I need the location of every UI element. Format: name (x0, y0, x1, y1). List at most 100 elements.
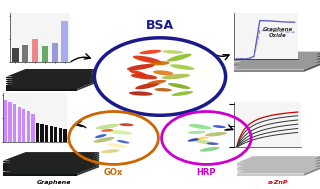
Polygon shape (304, 57, 320, 66)
Polygon shape (6, 71, 96, 79)
Ellipse shape (172, 91, 193, 96)
Polygon shape (234, 52, 320, 59)
Polygon shape (237, 164, 320, 171)
Ellipse shape (207, 142, 219, 145)
Polygon shape (234, 67, 304, 69)
Ellipse shape (101, 149, 120, 153)
Polygon shape (6, 73, 96, 81)
Polygon shape (3, 174, 77, 176)
Text: Graphene: Graphene (37, 180, 72, 185)
Ellipse shape (168, 83, 190, 89)
Polygon shape (6, 83, 77, 84)
Polygon shape (304, 164, 320, 173)
Ellipse shape (117, 140, 130, 143)
Polygon shape (3, 156, 99, 165)
Polygon shape (3, 165, 77, 167)
Polygon shape (77, 81, 96, 91)
Polygon shape (3, 170, 77, 171)
Polygon shape (3, 152, 99, 161)
Polygon shape (77, 69, 96, 78)
Polygon shape (77, 159, 99, 169)
Polygon shape (234, 59, 304, 61)
Polygon shape (3, 161, 99, 170)
Polygon shape (77, 73, 96, 82)
Polygon shape (6, 77, 77, 78)
Polygon shape (77, 79, 96, 89)
Ellipse shape (205, 132, 227, 136)
Polygon shape (77, 71, 96, 80)
Polygon shape (237, 162, 320, 168)
Polygon shape (6, 81, 77, 82)
Ellipse shape (96, 124, 119, 129)
Polygon shape (77, 152, 99, 162)
Polygon shape (6, 69, 96, 77)
Polygon shape (3, 163, 77, 165)
Polygon shape (237, 165, 304, 168)
Ellipse shape (119, 123, 133, 126)
Polygon shape (6, 89, 77, 91)
Ellipse shape (93, 137, 115, 143)
Polygon shape (304, 52, 320, 61)
Polygon shape (237, 168, 304, 170)
Polygon shape (6, 79, 77, 80)
Ellipse shape (167, 54, 192, 62)
Polygon shape (77, 165, 99, 176)
Polygon shape (237, 171, 304, 173)
Text: GOx: GOx (104, 168, 123, 177)
Ellipse shape (212, 125, 226, 128)
Polygon shape (6, 77, 96, 85)
Polygon shape (234, 64, 304, 66)
Polygon shape (3, 167, 77, 169)
Ellipse shape (162, 74, 190, 79)
Polygon shape (3, 163, 99, 172)
Ellipse shape (188, 124, 212, 129)
Ellipse shape (129, 91, 153, 96)
Ellipse shape (200, 147, 220, 152)
Ellipse shape (127, 64, 155, 70)
Polygon shape (6, 79, 96, 87)
Ellipse shape (95, 134, 107, 138)
Ellipse shape (108, 130, 132, 135)
Polygon shape (3, 159, 99, 167)
Polygon shape (77, 75, 96, 84)
Ellipse shape (153, 70, 173, 75)
Polygon shape (77, 163, 99, 174)
Polygon shape (234, 54, 320, 61)
Ellipse shape (163, 50, 183, 54)
Polygon shape (77, 77, 96, 87)
Polygon shape (304, 54, 320, 64)
Polygon shape (3, 154, 99, 163)
Ellipse shape (135, 83, 159, 89)
Polygon shape (77, 154, 99, 165)
Polygon shape (304, 167, 320, 176)
Polygon shape (234, 57, 320, 64)
Ellipse shape (148, 80, 166, 84)
Polygon shape (237, 174, 304, 176)
Polygon shape (304, 159, 320, 168)
Polygon shape (234, 60, 320, 67)
Polygon shape (77, 161, 99, 171)
Polygon shape (6, 81, 96, 89)
Polygon shape (304, 60, 320, 69)
Polygon shape (6, 85, 77, 87)
Polygon shape (6, 75, 96, 83)
Polygon shape (3, 165, 99, 174)
Polygon shape (304, 62, 320, 72)
Polygon shape (237, 159, 320, 165)
Ellipse shape (139, 50, 162, 54)
Ellipse shape (129, 70, 146, 76)
Ellipse shape (188, 131, 205, 134)
Ellipse shape (101, 129, 113, 132)
Polygon shape (6, 87, 77, 89)
Polygon shape (237, 167, 320, 174)
Text: HRP: HRP (197, 168, 216, 177)
Text: α-ZnP: α-ZnP (268, 180, 289, 185)
Ellipse shape (131, 74, 157, 79)
Polygon shape (3, 161, 77, 162)
Ellipse shape (197, 137, 209, 139)
Polygon shape (3, 172, 77, 174)
Ellipse shape (133, 56, 162, 64)
Ellipse shape (192, 139, 214, 145)
Polygon shape (77, 156, 99, 167)
Ellipse shape (107, 143, 127, 148)
